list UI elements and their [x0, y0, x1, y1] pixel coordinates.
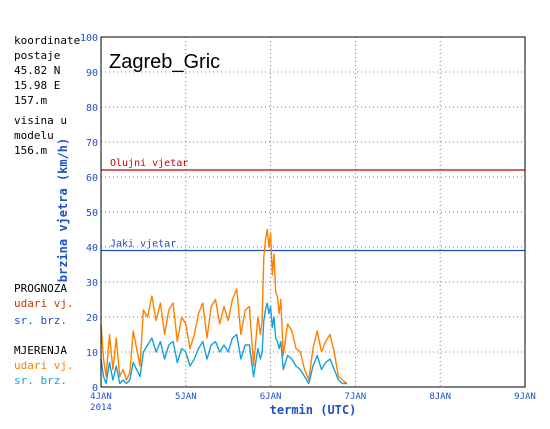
station-lon: 15.98 E [14, 79, 61, 92]
model-elev: 156.m [14, 144, 48, 157]
legend-measured-gusts: udari vj. [14, 359, 74, 372]
threshold-layer: Olujni vjetar Jaki vjetar [101, 158, 525, 252]
x-tick-label: 7JAN [345, 392, 367, 402]
y-tick-label: 10 [86, 348, 98, 359]
legend-forecast-gusts: udari vj. [14, 297, 74, 310]
model-label-2: modelu [14, 129, 54, 142]
y-tick-label: 0 [92, 383, 98, 394]
station-lat: 45.82 N [14, 64, 61, 77]
model-label-1: visina u [14, 114, 67, 127]
y-tick-label: 40 [86, 243, 98, 254]
y-tick-label: 80 [86, 103, 98, 114]
y-tick-label: 50 [86, 208, 98, 219]
plot-frame [100, 36, 526, 388]
y-tick-label: 20 [86, 313, 98, 324]
x-tick-label: 9JAN [514, 392, 536, 402]
threshold-label: Jaki vjetar [110, 239, 176, 250]
y-tick-label: 70 [86, 138, 98, 149]
y-tick-label: 90 [86, 68, 98, 79]
y-tick-label: 100 [80, 33, 98, 44]
y-tick-labels: 0 10 20 30 40 50 60 70 80 90 100 [80, 33, 98, 394]
x-axis-label: termin (UTC) [270, 403, 357, 417]
y-tick-label: 60 [86, 173, 98, 184]
y-axis-label: brzina vjetra (km/h) [56, 138, 70, 283]
coord-label-1: koordinate [14, 34, 81, 47]
station-elev: 157.m [14, 94, 48, 107]
x-tick-label: 5JAN [175, 392, 197, 402]
threshold-label: Olujni vjetar [110, 158, 188, 169]
coord-label-2: postaje [14, 49, 61, 62]
legend-forecast-mean: sr. brz. [14, 314, 67, 327]
series-layer [100, 228, 348, 385]
legend-measured-mean: sr. brz. [14, 374, 67, 387]
x-tick-label: 4JAN [90, 392, 112, 402]
x-tick-label: 6JAN [260, 392, 282, 402]
series-line [100, 302, 347, 385]
x-tick-sublabel: 2014 [90, 403, 112, 413]
chart-title: Zagreb_Gric [109, 51, 220, 73]
legend-forecast-title: PROGNOZA [14, 282, 67, 295]
legend-measured-title: MJERENJA [14, 344, 67, 357]
y-tick-label: 30 [86, 278, 98, 289]
x-tick-label: 8JAN [429, 392, 451, 402]
series-line [100, 228, 348, 385]
